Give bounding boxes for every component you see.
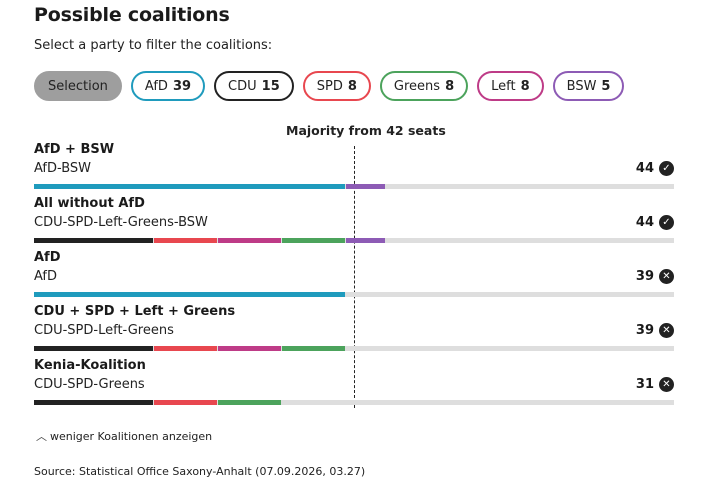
page-title: Possible coalitions: [34, 4, 230, 26]
bar-segment-greens: [282, 346, 345, 351]
filter-chip-seats: 8: [520, 78, 530, 94]
coalition-title: AfD: [34, 250, 61, 265]
coalition-title: CDU + SPD + Left + Greens: [34, 304, 236, 319]
coalition-title: Kenia-Koalition: [34, 358, 146, 373]
coalition-parties: AfD: [34, 269, 58, 284]
seat-bar: [34, 400, 674, 405]
filter-chip-greens[interactable]: Greens 8: [379, 71, 469, 101]
filter-chip-label: Selection: [48, 78, 108, 94]
coalition-parties: CDU-SPD-Greens: [34, 377, 145, 392]
filter-chip-left[interactable]: Left 8: [477, 71, 544, 101]
source-note: Source: Statistical Office Saxony-Anhalt…: [34, 465, 366, 478]
bar-segment-spd: [154, 346, 217, 351]
bar-segment-cdu: [34, 346, 153, 351]
party-filter-bar: Selection AfD 39 CDU 15 SPD 8 Greens 8 Left 8…: [34, 71, 625, 101]
bar-segment-spd: [154, 238, 217, 243]
cross-icon: ✕: [659, 269, 674, 284]
seat-bar: [34, 346, 674, 351]
coalition-row: CDU + SPD + Left + Greens CDU-SPD-Left-G…: [34, 304, 674, 354]
bar-segment-cdu: [34, 400, 153, 405]
checkmark-icon: ✓: [659, 215, 674, 230]
bar-segment-left: [218, 238, 281, 243]
chevron-up-icon: ︿: [36, 430, 47, 443]
filter-chip-label: Left: [491, 78, 516, 94]
filter-chip-seats: 15: [261, 78, 280, 94]
filter-chip-spd[interactable]: SPD 8: [302, 71, 371, 101]
coalition-row: All without AfD CDU-SPD-Left-Greens-BSW …: [34, 196, 674, 246]
coalition-parties: CDU-SPD-Left-Greens-BSW: [34, 215, 208, 230]
toggle-label: weniger Koalitionen anzeigen: [50, 429, 213, 443]
bar-segment-afd: [34, 292, 345, 297]
filter-instructions: Select a party to filter the coalitions:: [34, 38, 273, 53]
filter-chip-seats: 8: [347, 78, 357, 94]
filter-chip-label: Greens: [393, 78, 441, 94]
coalition-parties: CDU-SPD-Left-Greens: [34, 323, 174, 338]
seat-bar: [34, 292, 674, 297]
coalition-chart: Majority from 42 seats AfD + BSW AfD-BSW…: [34, 118, 674, 408]
bar-segment-left: [218, 346, 281, 351]
filter-chip-seats: 39: [172, 78, 192, 94]
majority-line: [354, 146, 355, 408]
seat-bar: [34, 184, 674, 189]
show-fewer-coalitions-link[interactable]: ︿ weniger Koalitionen anzeigen: [36, 428, 212, 444]
coalition-row: AfD + BSW AfD-BSW 44 ✓: [34, 142, 674, 192]
filter-chip-label: SPD: [316, 78, 343, 94]
bar-segment-bsw: [346, 238, 385, 243]
filter-chip-seats: 8: [445, 78, 455, 94]
bar-segment-bsw: [346, 184, 385, 189]
filter-chip-label: CDU: [228, 78, 257, 94]
coalition-seats: 31: [635, 377, 654, 392]
checkmark-icon: ✓: [659, 161, 674, 176]
coalition-seats: 39: [635, 323, 654, 338]
filter-chip-cdu[interactable]: CDU 15: [214, 71, 294, 101]
filter-chip-afd[interactable]: AfD 39: [130, 71, 206, 101]
coalition-seats: 39: [635, 269, 654, 284]
filter-chip-label: AfD: [144, 78, 168, 94]
bar-segment-cdu: [34, 238, 153, 243]
coalition-row: Kenia-Koalition CDU-SPD-Greens 31 ✕: [34, 358, 674, 408]
coalition-parties: AfD-BSW: [34, 161, 92, 176]
coalition-seats: 44: [635, 215, 654, 230]
cross-icon: ✕: [659, 377, 674, 392]
bar-segment-afd: [34, 184, 345, 189]
bar-segment-greens: [218, 400, 281, 405]
filter-chip-selection[interactable]: Selection: [34, 71, 122, 101]
coalition-title: AfD + BSW: [34, 142, 115, 157]
filter-chip-label: BSW: [566, 78, 597, 94]
coalition-row: AfD AfD 39 ✕: [34, 250, 674, 300]
majority-label: Majority from 42 seats: [286, 123, 446, 138]
bar-segment-greens: [282, 238, 345, 243]
filter-chip-bsw[interactable]: BSW 5: [552, 71, 625, 101]
seat-bar: [34, 238, 674, 243]
coalition-seats: 44: [635, 161, 654, 176]
bar-segment-spd: [154, 400, 217, 405]
filter-chip-seats: 5: [601, 78, 611, 94]
coalition-title: All without AfD: [34, 196, 145, 211]
cross-icon: ✕: [659, 323, 674, 338]
